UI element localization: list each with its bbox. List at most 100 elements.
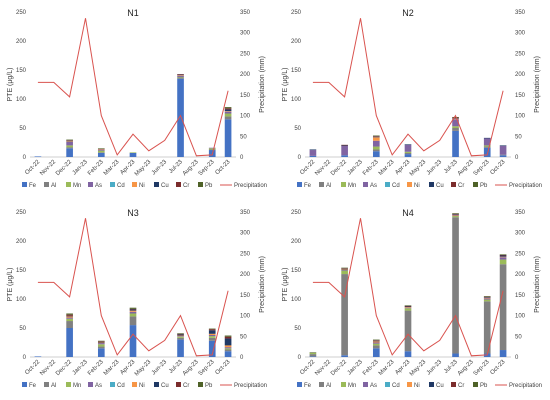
legend-label: Cr xyxy=(183,183,189,189)
y2-tick-label: 50 xyxy=(515,334,522,340)
legend-swatch-ni xyxy=(132,182,137,187)
bar-fe xyxy=(129,325,137,357)
bar-as xyxy=(97,149,105,151)
bar-ni xyxy=(177,335,184,337)
bar-cu xyxy=(208,330,216,334)
bar-ni xyxy=(66,141,73,142)
bar-ni xyxy=(224,111,232,112)
x-tick-label: Feb-23 xyxy=(87,359,105,377)
legend-swatch-cd xyxy=(110,182,115,187)
x-tick-label: May-23 xyxy=(409,159,428,178)
bar-as xyxy=(341,270,348,271)
bar-fe xyxy=(372,348,380,357)
bar-cr xyxy=(224,108,232,110)
x-tick-label: Jan-23 xyxy=(72,159,90,177)
x-tick-label: May-23 xyxy=(134,359,153,378)
bar-ni xyxy=(483,297,491,299)
y-tick-label: 150 xyxy=(16,268,27,274)
x-tick-label: Dec-22 xyxy=(55,359,73,377)
bar-as xyxy=(499,145,507,155)
bar-fe xyxy=(129,152,137,157)
bar-as xyxy=(309,150,317,156)
bar-as xyxy=(483,298,491,300)
bar-mn xyxy=(224,113,232,117)
bar-cu xyxy=(177,334,184,336)
x-tick-label: Aug-23 xyxy=(182,359,200,377)
y-tick-label: 150 xyxy=(291,68,302,74)
bar-al xyxy=(97,152,105,153)
bar-mn xyxy=(208,336,216,338)
bar-fe xyxy=(97,152,105,157)
bar-mn xyxy=(372,146,380,150)
legend-swatch-al xyxy=(319,182,324,187)
bar-cu xyxy=(483,137,491,139)
bar-pb xyxy=(224,107,232,109)
y-tick-label: 0 xyxy=(23,355,27,361)
bar-fe xyxy=(97,348,105,357)
y2-tick-label: 0 xyxy=(240,155,244,161)
panel-n1: N1 0 50 100 150 200 250 0 50 100 150 200 250 300 350 PT… xyxy=(7,8,267,189)
bar-as xyxy=(452,119,459,127)
x-tick-label: Jun-23 xyxy=(426,359,444,377)
bar-cr xyxy=(97,341,105,342)
y2-tick-label: 150 xyxy=(240,293,251,299)
y2-tick-label: 50 xyxy=(240,134,247,140)
bar-cr xyxy=(341,268,348,269)
legend-swatch-cd xyxy=(385,182,390,187)
bar-as xyxy=(224,347,232,349)
legend-swatch-as xyxy=(363,382,368,387)
bar-as xyxy=(208,147,216,149)
x-tick-label: Dec-22 xyxy=(330,159,348,177)
y2-tick-label: 300 xyxy=(240,231,251,237)
x-tick-label: Oct-23 xyxy=(490,359,507,376)
legend-swatch-pb xyxy=(198,382,203,387)
x-tick-label: Sep-23 xyxy=(473,359,491,377)
y2-tick-label: 200 xyxy=(515,72,526,78)
legend-label: As xyxy=(370,383,377,389)
bar-as xyxy=(341,145,348,156)
legend-label: Mn xyxy=(348,383,356,389)
bar-ni xyxy=(499,256,507,258)
bar-fe xyxy=(224,351,232,357)
legend-label: Cd xyxy=(392,183,400,189)
bar-mn xyxy=(483,145,491,147)
bar-ni xyxy=(208,333,216,335)
legend-label: Al xyxy=(326,383,331,389)
bar-cu xyxy=(404,306,412,308)
bar-cu xyxy=(97,341,105,343)
bar-pb xyxy=(97,148,105,149)
bar-ni xyxy=(177,75,184,76)
legend-label: Precipitation xyxy=(509,183,542,189)
bar-cr xyxy=(499,254,507,256)
y-tick-label: 150 xyxy=(16,68,27,74)
legend-label: Cr xyxy=(183,383,189,389)
legend-label: Pb xyxy=(205,183,213,189)
legend-swatch-fe xyxy=(22,182,27,187)
legend: Fe Al Mn As Cd Ni Cu Cr Pb Precipitation xyxy=(297,182,542,189)
x-tick-label: Jan-23 xyxy=(347,359,365,377)
y2-tick-label: 100 xyxy=(515,314,526,320)
y2-tick-label: 150 xyxy=(240,93,251,99)
x-tick-label: Mar-23 xyxy=(378,359,396,377)
legend-label: Cd xyxy=(117,183,125,189)
y2-tick-label: 50 xyxy=(515,134,522,140)
bar-ni xyxy=(129,310,137,312)
bar-cu xyxy=(341,145,348,146)
legend-label: Cr xyxy=(458,383,464,389)
x-tick-label: Mar-23 xyxy=(378,159,396,177)
x-tick-label: Nov-22 xyxy=(39,359,57,377)
bar-as xyxy=(404,144,412,152)
bar-fe xyxy=(341,155,348,157)
legend-label: Cd xyxy=(117,383,125,389)
bar-fe xyxy=(177,78,184,157)
x-tick-label: Mar-23 xyxy=(103,159,121,177)
y2-tick-label: 200 xyxy=(240,72,251,78)
y-tick-label: 50 xyxy=(294,326,301,332)
bar-cu xyxy=(309,149,317,151)
bar-as xyxy=(66,317,73,319)
bar-mn xyxy=(97,150,105,153)
bar-as xyxy=(372,342,380,344)
panel-title: N1 xyxy=(127,8,139,18)
bar-pb xyxy=(404,305,412,306)
bar-al xyxy=(372,345,380,349)
